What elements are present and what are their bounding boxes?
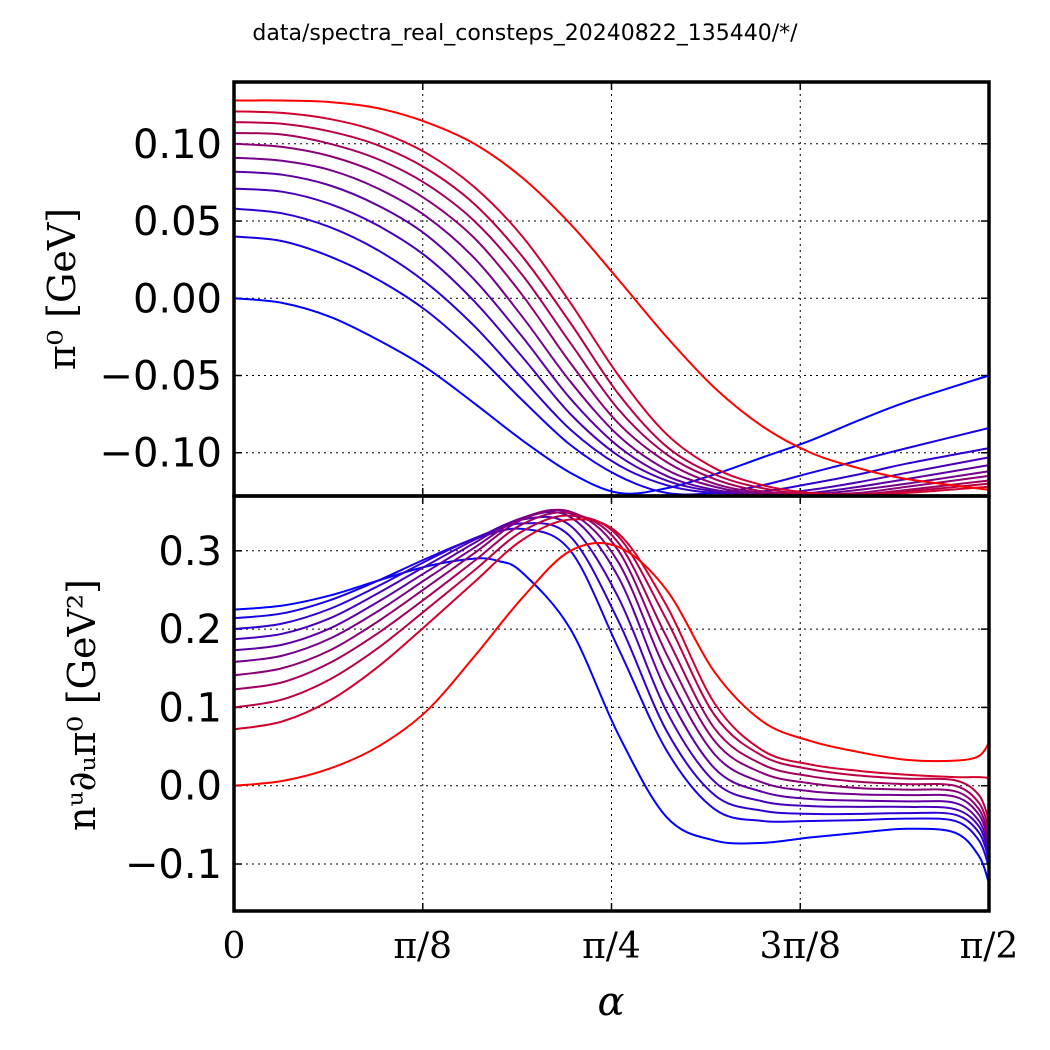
xtick-label: π/2 bbox=[960, 926, 1019, 967]
top-ytick-label: −0.10 bbox=[99, 431, 222, 477]
top-ytick-label: 0.05 bbox=[133, 199, 222, 245]
bottom-ytick-label: −0.1 bbox=[125, 842, 222, 888]
xtick-label: π/4 bbox=[582, 926, 641, 967]
bottom-series-line-9 bbox=[233, 518, 990, 779]
bottom-panel: 0.3 0.2 0.1 0.0 −0.1 0 π/8 π/4 3π/8 π/2 nᵘ∂ᵤπ⁰ [… bbox=[60, 494, 1019, 1025]
bottom-ytick-label: 0.0 bbox=[158, 764, 222, 810]
top-ytick-label: −0.05 bbox=[99, 354, 222, 400]
top-series-line-0 bbox=[233, 297, 990, 495]
xtick-label: 0 bbox=[223, 926, 246, 967]
bottom-gridlines bbox=[233, 496, 990, 911]
top-ytick-label: 0.00 bbox=[133, 276, 222, 322]
top-panel: 0.10 0.05 0.00 −0.05 −0.10 π⁰ [GeV] bbox=[40, 80, 991, 498]
bottom-ytick-labels: 0.3 0.2 0.1 0.0 −0.1 bbox=[125, 529, 222, 888]
bottom-series-line-8 bbox=[233, 514, 990, 822]
bottom-series-line-5 bbox=[233, 508, 990, 843]
xtick-label: π/8 bbox=[393, 926, 452, 967]
top-plot-frame bbox=[232, 80, 991, 498]
top-series-line-2 bbox=[233, 207, 990, 495]
bottom-ytick-label: 0.2 bbox=[158, 607, 222, 653]
xtick-label: 3π/8 bbox=[759, 926, 841, 967]
top-ylabel: π⁰ [GeV] bbox=[40, 208, 84, 370]
bottom-xtick-labels: 0 π/8 π/4 3π/8 π/2 bbox=[223, 926, 1019, 967]
bottom-ytick-label: 0.1 bbox=[158, 685, 222, 731]
bottom-ylabel: nᵘ∂ᵤπ⁰ [GeV²] bbox=[60, 579, 104, 831]
top-series-line-4 bbox=[233, 170, 990, 496]
top-series-line-10 bbox=[233, 99, 990, 491]
top-ytick-labels: 0.10 0.05 0.00 −0.05 −0.10 bbox=[99, 122, 222, 477]
bottom-series-line-2 bbox=[233, 522, 990, 861]
top-series-line-5 bbox=[233, 156, 990, 497]
figure-title: data/spectra_real_consteps_20240822_1354… bbox=[252, 21, 798, 46]
bottom-series-line-1 bbox=[233, 527, 990, 869]
bottom-plot-frame bbox=[232, 494, 991, 913]
top-gridlines bbox=[233, 82, 990, 496]
bottom-series-line-3 bbox=[233, 515, 990, 855]
top-ytick-label: 0.10 bbox=[133, 122, 222, 168]
top-series-line-3 bbox=[233, 187, 990, 496]
bottom-series-line-4 bbox=[233, 510, 990, 849]
bottom-curves bbox=[233, 508, 990, 884]
bottom-ytick-label: 0.3 bbox=[158, 529, 222, 575]
bottom-series-line-6 bbox=[233, 508, 990, 837]
bottom-series-line-7 bbox=[233, 511, 990, 830]
bottom-series-line-10 bbox=[233, 542, 990, 787]
x-axis-label: α bbox=[597, 979, 624, 1025]
